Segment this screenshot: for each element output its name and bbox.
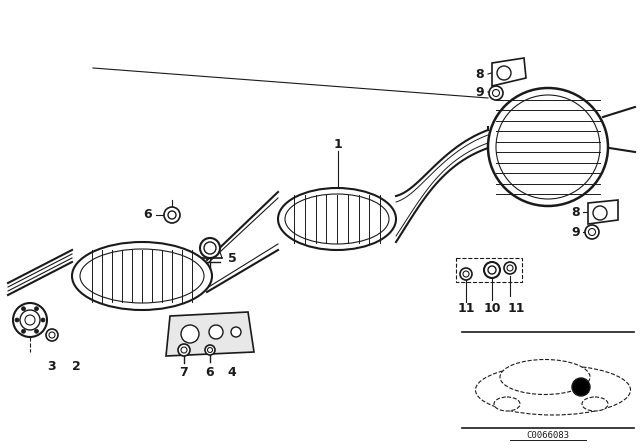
Ellipse shape	[500, 359, 590, 395]
Ellipse shape	[494, 397, 520, 411]
Text: 9: 9	[476, 86, 484, 99]
Circle shape	[460, 268, 472, 280]
Polygon shape	[166, 312, 254, 356]
Circle shape	[205, 345, 215, 355]
Circle shape	[507, 265, 513, 271]
Circle shape	[484, 262, 500, 278]
Circle shape	[497, 66, 511, 80]
Text: 6: 6	[205, 366, 214, 379]
Text: 4: 4	[228, 366, 236, 379]
Text: 11: 11	[457, 302, 475, 314]
Text: 1: 1	[333, 138, 342, 151]
Circle shape	[209, 325, 223, 339]
Text: 7: 7	[179, 366, 188, 379]
Polygon shape	[588, 200, 618, 224]
Text: 6: 6	[144, 208, 152, 221]
Text: 5: 5	[228, 251, 236, 264]
Circle shape	[13, 303, 47, 337]
Circle shape	[46, 329, 58, 341]
Text: 3: 3	[48, 361, 56, 374]
Ellipse shape	[285, 194, 389, 244]
Text: 11: 11	[508, 302, 525, 314]
Circle shape	[204, 242, 216, 254]
Text: 9: 9	[572, 225, 580, 238]
Circle shape	[463, 271, 469, 277]
Text: 2: 2	[72, 361, 81, 374]
Text: 8: 8	[572, 206, 580, 219]
Circle shape	[231, 327, 241, 337]
Circle shape	[181, 325, 199, 343]
Circle shape	[207, 348, 212, 353]
Circle shape	[22, 307, 26, 311]
Text: C0066083: C0066083	[527, 431, 570, 440]
Circle shape	[35, 329, 38, 333]
Circle shape	[585, 225, 599, 239]
Circle shape	[488, 266, 496, 274]
Circle shape	[15, 318, 19, 322]
Circle shape	[572, 378, 590, 396]
Circle shape	[489, 86, 503, 100]
Circle shape	[164, 207, 180, 223]
Circle shape	[200, 238, 220, 258]
Ellipse shape	[488, 88, 608, 206]
Ellipse shape	[72, 242, 212, 310]
Circle shape	[589, 228, 595, 236]
Circle shape	[20, 310, 40, 330]
Circle shape	[504, 262, 516, 274]
Circle shape	[493, 90, 499, 96]
Polygon shape	[492, 58, 526, 86]
Text: 8: 8	[476, 68, 484, 81]
Circle shape	[22, 329, 26, 333]
Circle shape	[593, 206, 607, 220]
Circle shape	[178, 344, 190, 356]
Ellipse shape	[476, 365, 630, 415]
Ellipse shape	[80, 249, 204, 303]
Circle shape	[181, 347, 187, 353]
Circle shape	[49, 332, 55, 338]
Ellipse shape	[496, 95, 600, 199]
Ellipse shape	[582, 397, 608, 411]
Circle shape	[35, 307, 38, 311]
Text: 10: 10	[483, 302, 500, 314]
Circle shape	[41, 318, 45, 322]
Ellipse shape	[278, 188, 396, 250]
Circle shape	[168, 211, 176, 219]
Circle shape	[25, 315, 35, 325]
